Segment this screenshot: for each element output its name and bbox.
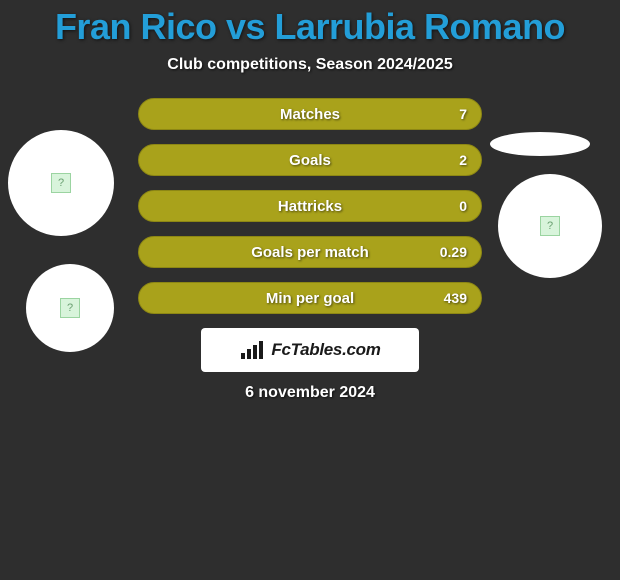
bar-row-goals: Goals 2 (138, 144, 482, 176)
bar-label: Min per goal (266, 290, 354, 307)
player-photo-right-1 (498, 174, 602, 278)
player-photo-right-ellipse (490, 132, 590, 156)
brand-box: FcTables.com (201, 328, 419, 372)
date-label: 6 november 2024 (0, 384, 620, 402)
bars-icon (239, 339, 265, 361)
player-photo-left-2 (26, 264, 114, 352)
brand-text: FcTables.com (271, 340, 380, 360)
broken-image-icon (540, 216, 560, 236)
bar-label: Goals (289, 152, 331, 169)
subtitle: Club competitions, Season 2024/2025 (0, 56, 620, 74)
page-title: Fran Rico vs Larrubia Romano (0, 6, 620, 48)
bar-right-value: 7 (433, 106, 467, 122)
bar-row-goals-per-match: Goals per match 0.29 (138, 236, 482, 268)
bar-right-value: 0.29 (433, 244, 467, 260)
bar-label: Hattricks (278, 198, 342, 215)
bar-right-value: 439 (433, 290, 467, 306)
bar-row-matches: Matches 7 (138, 98, 482, 130)
player-photo-left-1 (8, 130, 114, 236)
bar-label: Goals per match (251, 244, 369, 261)
bar-row-min-per-goal: Min per goal 439 (138, 282, 482, 314)
broken-image-icon (60, 298, 80, 318)
bar-row-hattricks: Hattricks 0 (138, 190, 482, 222)
bar-label: Matches (280, 106, 340, 123)
bar-right-value: 0 (433, 198, 467, 214)
broken-image-icon (51, 173, 71, 193)
bar-right-value: 2 (433, 152, 467, 168)
